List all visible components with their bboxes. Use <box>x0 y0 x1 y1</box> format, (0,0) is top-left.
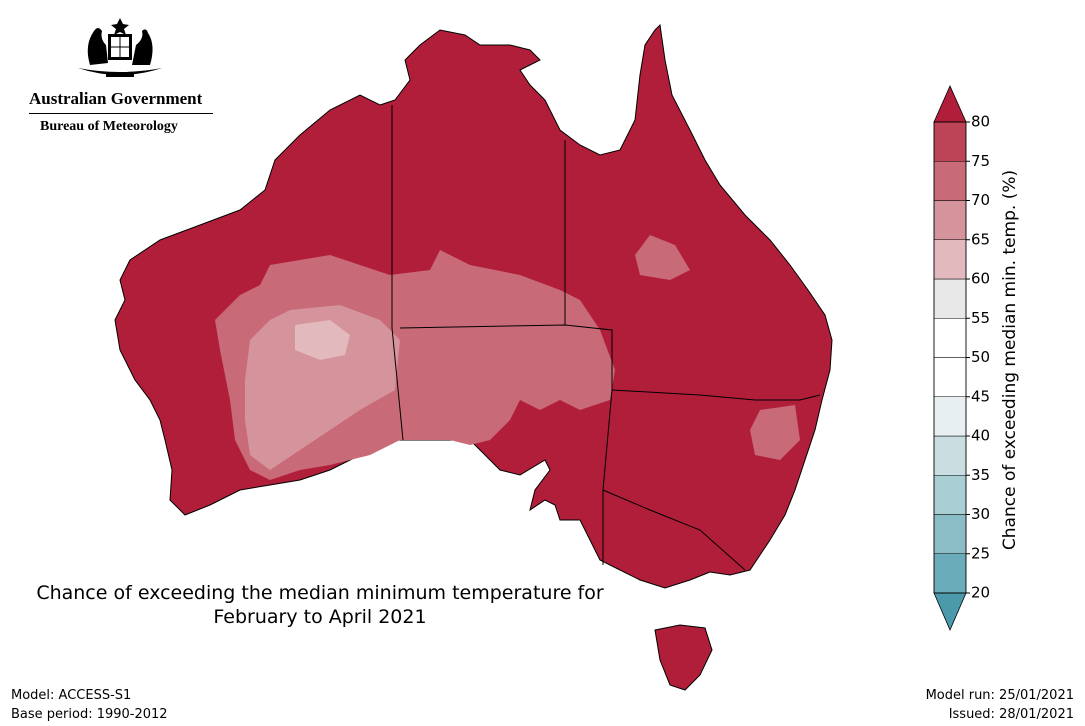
base-period: Base period: 1990-2012 <box>11 707 168 722</box>
logo-rule <box>29 113 213 114</box>
title-line2: February to April 2021 <box>213 606 427 628</box>
map <box>114 23 833 691</box>
colorbar: Chance of exceeding median min. temp. (%… <box>933 85 1020 632</box>
region-qld <box>635 235 690 280</box>
tick-label: 75 <box>971 152 990 170</box>
state-borders <box>391 105 821 571</box>
tick-label: 25 <box>971 544 990 562</box>
model-run: Model run: 25/01/2021 <box>925 688 1074 703</box>
tick-label: 30 <box>971 505 990 523</box>
issued: Issued: 28/01/2021 <box>948 707 1074 722</box>
crest <box>78 18 162 77</box>
color-bin <box>933 121 967 162</box>
color-bin <box>933 475 967 515</box>
title-line1: Chance of exceeding the median minimum t… <box>36 582 604 604</box>
over-triangle <box>933 85 967 123</box>
tick-label: 80 <box>971 113 990 131</box>
logo-line1: Australian Government <box>29 89 203 108</box>
color-bin <box>933 239 967 280</box>
color-bin <box>933 553 967 594</box>
region-60-65 <box>295 320 350 360</box>
color-bin <box>933 161 967 201</box>
title: Chance of exceeding the median minimum t… <box>0 581 640 629</box>
tick-label: 60 <box>971 270 990 288</box>
colorbar-label: Chance of exceeding median min. temp. (%… <box>1000 170 1020 550</box>
tick-label: 35 <box>971 466 990 484</box>
color-bin <box>933 514 967 554</box>
tick-label: 45 <box>971 387 990 405</box>
color-bin <box>933 278 967 319</box>
tasmania <box>654 624 713 691</box>
tick-label: 70 <box>971 191 990 209</box>
tick-label: 65 <box>971 230 990 248</box>
color-bin <box>933 318 967 358</box>
color-bin <box>933 396 967 437</box>
tick-label: 55 <box>971 309 990 327</box>
logo-line2: Bureau of Meteorology <box>40 119 178 134</box>
model: Model: ACCESS-S1 <box>11 688 132 703</box>
color-bin <box>933 357 967 397</box>
tick-label: 40 <box>971 427 990 445</box>
region-65-70 <box>245 305 400 470</box>
color-bin <box>933 200 967 240</box>
tick-label: 20 <box>971 584 990 602</box>
tick-label: 50 <box>971 348 990 366</box>
region-nsw <box>750 405 800 460</box>
color-bin <box>933 435 967 476</box>
under-triangle <box>933 592 967 632</box>
